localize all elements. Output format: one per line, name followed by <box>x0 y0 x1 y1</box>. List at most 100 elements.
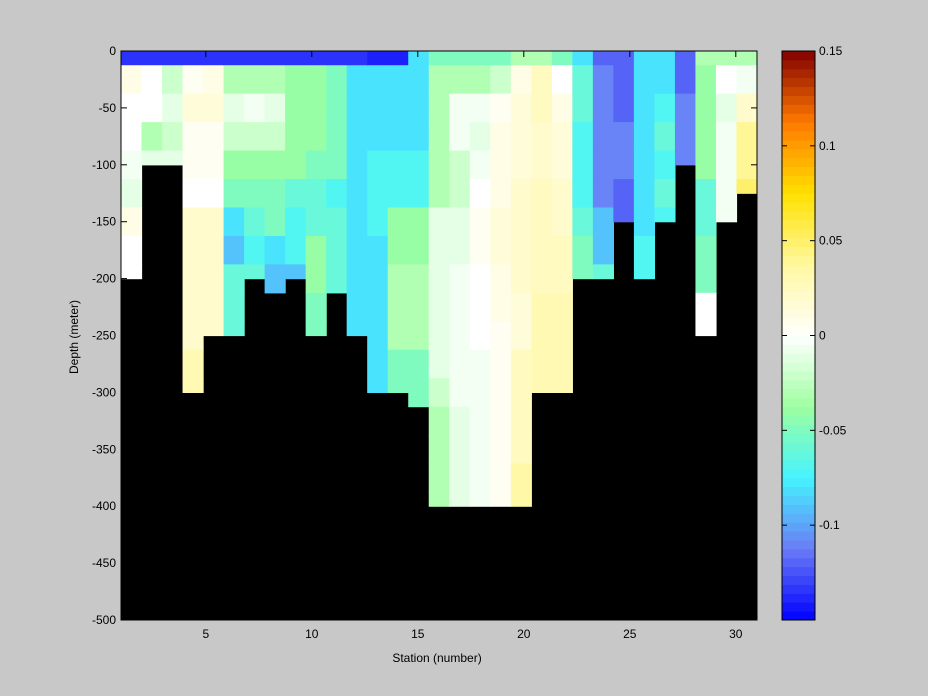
heatmap-cell <box>510 150 532 180</box>
heatmap-cell <box>264 65 286 95</box>
heatmap-cell <box>695 150 717 180</box>
heatmap-cell <box>490 264 512 294</box>
heatmap-cell <box>428 406 450 436</box>
colorbar-band <box>782 326 815 336</box>
heatmap-cell <box>715 150 738 180</box>
heatmap-cell <box>285 150 307 180</box>
heatmap-cell <box>387 349 409 379</box>
heatmap-cell <box>264 235 286 265</box>
colorbar-band <box>782 299 815 310</box>
heatmap-cell <box>428 491 450 507</box>
heatmap-cell <box>469 491 491 507</box>
heatmap-cell <box>367 292 389 322</box>
colorbar-band <box>782 148 815 159</box>
heatmap-cell <box>203 207 225 237</box>
y-tick-label: -500 <box>92 613 116 627</box>
heatmap-cell <box>510 491 532 507</box>
heatmap-cell <box>387 235 409 265</box>
heatmap-cell <box>182 150 204 180</box>
heatmap-cell <box>244 179 266 209</box>
heatmap-cell <box>449 150 471 180</box>
heatmap-cell <box>695 207 717 237</box>
heatmap-cell <box>285 264 307 280</box>
heatmap-cell <box>510 349 532 379</box>
colorbar-band <box>782 51 815 61</box>
heatmap-cell <box>715 93 738 123</box>
colorbar-band <box>782 451 815 461</box>
heatmap-cell <box>572 122 594 152</box>
heatmap-cell <box>490 406 512 436</box>
heatmap-cell <box>449 264 471 294</box>
heatmap-cell <box>490 378 512 408</box>
colorbar-band <box>782 317 815 328</box>
heatmap-cell <box>387 378 409 393</box>
heatmap-cell <box>408 51 430 66</box>
heatmap-cell <box>715 65 738 95</box>
heatmap-cell <box>387 179 409 209</box>
heatmap-cell <box>654 207 676 223</box>
heatmap-cell <box>531 93 553 123</box>
heatmap-cell <box>531 378 553 393</box>
heatmap-cell <box>469 349 491 379</box>
colorbar-tick-label: 0.05 <box>819 234 843 248</box>
heatmap-cell <box>326 235 348 265</box>
heatmap-cell <box>695 292 717 322</box>
y-tick-label: -150 <box>92 215 116 229</box>
heatmap-cell <box>490 321 512 351</box>
heatmap-cell <box>141 93 163 123</box>
heatmap-cell <box>592 122 614 152</box>
heatmap-cell <box>449 491 471 507</box>
heatmap-cell <box>613 150 635 180</box>
heatmap-cell <box>428 435 450 465</box>
heatmap-cell <box>367 321 389 351</box>
heatmap-cell <box>736 122 758 152</box>
heatmap-cell <box>182 349 204 379</box>
heatmap-cell <box>428 122 450 152</box>
heatmap-cell <box>654 122 676 152</box>
heatmap-cell <box>367 65 389 95</box>
heatmap-cell <box>490 93 512 123</box>
heatmap-cell <box>346 292 368 322</box>
heatmap-cell <box>551 179 573 209</box>
heatmap-cell <box>572 150 594 180</box>
heatmap-cell <box>695 321 717 337</box>
heatmap-cell <box>490 292 512 322</box>
colorbar-tick-label: 0 <box>819 329 826 343</box>
heatmap-cell <box>121 65 143 95</box>
heatmap-cell <box>551 207 573 237</box>
heatmap-cell <box>551 65 573 95</box>
heatmap-cell <box>223 51 245 66</box>
heatmap-cell <box>182 179 204 209</box>
heatmap-cell <box>428 51 450 66</box>
y-tick-label: -250 <box>92 329 116 343</box>
heatmap-cell <box>326 51 348 66</box>
heatmap-cell <box>305 51 327 66</box>
heatmap-cell <box>305 207 327 237</box>
heatmap-cell <box>367 349 389 379</box>
colorbar-band <box>782 593 815 603</box>
heatmap-cell <box>121 122 143 152</box>
heatmap-cell <box>633 207 656 237</box>
colorbar-band <box>782 495 815 505</box>
heatmap-cell <box>531 264 553 294</box>
heatmap-cell <box>346 264 368 294</box>
colorbar-band <box>782 273 815 283</box>
heatmap-cell <box>469 179 491 209</box>
colorbar-band <box>782 139 815 150</box>
colorbar-band <box>782 264 815 274</box>
heatmap-cell <box>346 321 368 337</box>
heatmap-cell <box>244 264 266 280</box>
heatmap-cell <box>428 235 450 265</box>
heatmap-cell <box>285 65 307 95</box>
heatmap-cell <box>469 93 491 123</box>
colorbar-band <box>782 237 815 248</box>
heatmap-cell <box>162 51 184 66</box>
heatmap-cell <box>326 207 348 237</box>
heatmap-cell <box>182 93 204 123</box>
colorbar-band <box>782 166 815 176</box>
heatmap-cell <box>715 179 738 209</box>
heatmap-cell <box>141 51 163 66</box>
heatmap-cell <box>551 51 573 66</box>
heatmap-cell <box>715 51 738 66</box>
colorbar-band <box>782 602 815 612</box>
